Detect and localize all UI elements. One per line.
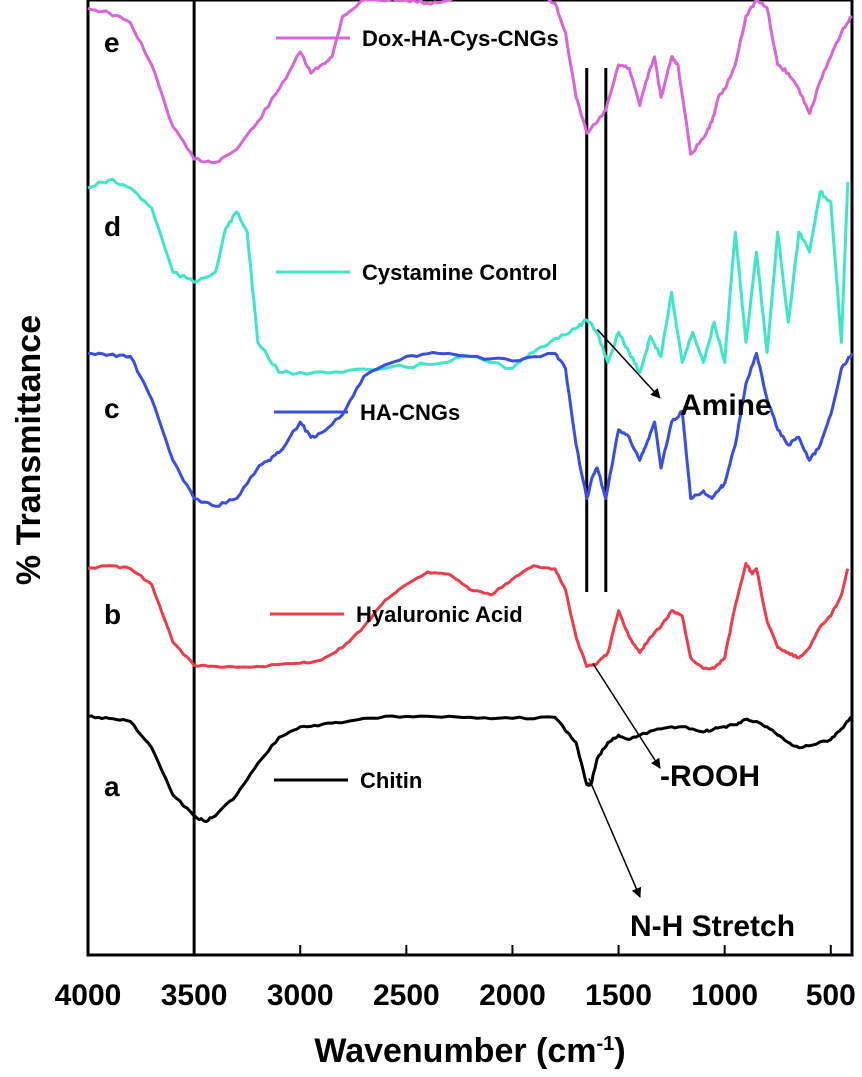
annotation-layer: Amine -ROOH N-H Stretch xyxy=(588,328,795,943)
plot-frame xyxy=(86,0,854,957)
annotation-label: -ROOH xyxy=(660,760,760,793)
legend-label: HA-CNGs xyxy=(360,400,460,425)
panel-letter: a xyxy=(104,771,120,802)
legend-label: Dox-HA-Cys-CNGs xyxy=(362,26,559,51)
annotation-arrow xyxy=(596,328,661,399)
reference-lines xyxy=(192,0,608,955)
panel-letter: c xyxy=(104,393,120,424)
legend-label: Cystamine Control xyxy=(362,260,558,285)
legend-label: Chitin xyxy=(360,768,422,793)
x-axis-title: Wavenumber (cm-1) xyxy=(314,1032,625,1070)
panel-letter: b xyxy=(104,599,121,630)
y-axis-title: % Transmittance xyxy=(10,315,48,585)
series-line xyxy=(87,351,854,508)
legend-layer: Dox-HA-Cys-CNGs e Cystamine Control d HA-CNG… xyxy=(104,26,559,802)
annotation-arrow xyxy=(592,663,661,769)
series-layer xyxy=(87,0,854,823)
annotation-arrow xyxy=(588,778,642,898)
panel-letter: d xyxy=(104,211,121,242)
series-line xyxy=(87,0,853,165)
x-tick-label: 3000 xyxy=(267,979,334,1012)
x-axis-title-main: Wavenumber (cm xyxy=(314,1032,596,1070)
x-axis-title-sup: -1 xyxy=(597,1033,615,1055)
x-tick-label: 2500 xyxy=(373,979,440,1012)
x-tick-label: 4000 xyxy=(55,979,122,1012)
legend-label: Hyaluronic Acid xyxy=(356,602,523,627)
x-axis-ticks: 4000 3500 3000 2500 2000 1500 1000 500 xyxy=(55,945,856,1012)
series-line xyxy=(87,177,850,376)
annotation-label: Amine xyxy=(680,389,772,422)
panel-letter: e xyxy=(104,27,120,58)
x-tick-label: 3500 xyxy=(161,979,228,1012)
x-tick-label: 1000 xyxy=(691,979,758,1012)
x-axis-title-close: ) xyxy=(614,1032,625,1070)
plot-area-border xyxy=(86,0,854,957)
x-tick-label: 1500 xyxy=(585,979,652,1012)
x-tick-label: 2000 xyxy=(479,979,546,1012)
x-tick-label: 500 xyxy=(806,979,856,1012)
series-line xyxy=(87,561,850,671)
annotation-label: N-H Stretch xyxy=(630,910,795,943)
